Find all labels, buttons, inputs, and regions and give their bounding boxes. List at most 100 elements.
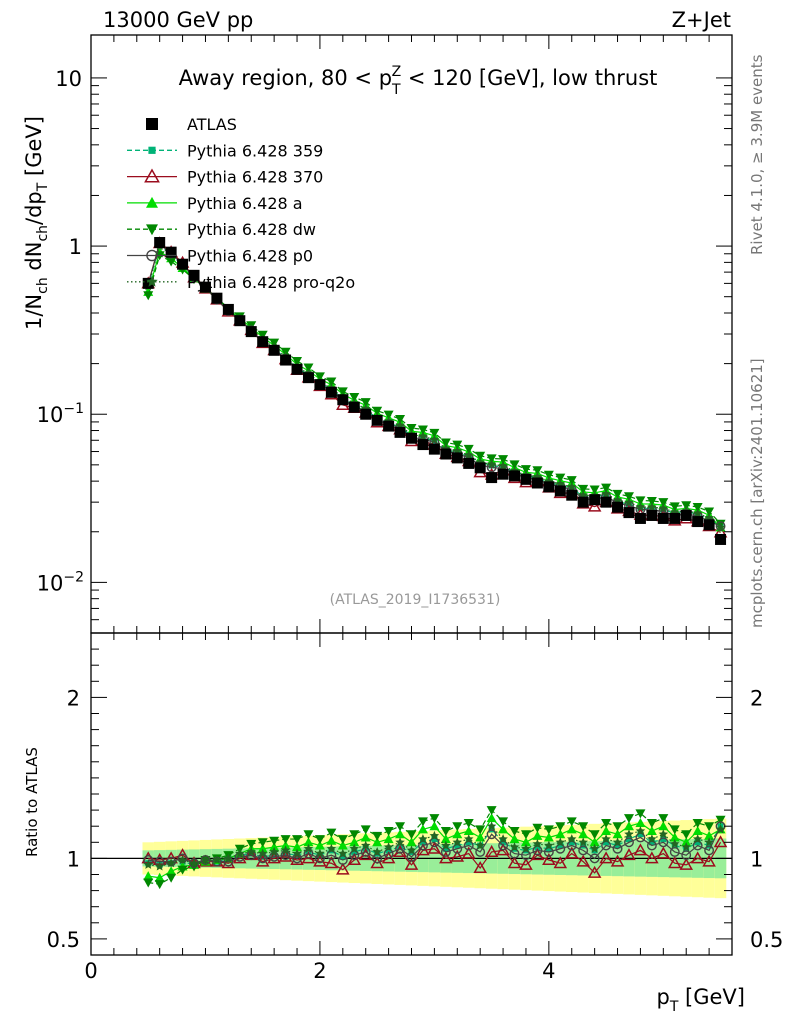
ratio-point-pythia-6-428-pro-q2o: [578, 837, 588, 847]
data-point-atlas: [589, 494, 601, 506]
data-point-atlas: [371, 414, 383, 426]
ratio-point-pythia-6-428-370: [667, 856, 682, 869]
ratio-point-pythia-6-428-dw: [269, 836, 280, 846]
data-point-pythia-6-428-pro-q2o: [464, 450, 474, 460]
ratio-point-pythia-6-428-a: [681, 837, 692, 847]
legend-item-pythia-6-428-a: Pythia 6.428 a: [127, 194, 303, 213]
data-point-pythia-6-428-pro-q2o: [658, 503, 669, 513]
ratio-point-pythia-6-428-a: [566, 824, 577, 834]
x-tick-label: 4: [542, 959, 555, 983]
ratio-point-pythia-6-428-dw: [555, 822, 566, 832]
ratio-point-pythia-6-428-a: [372, 837, 383, 847]
ratio-point-pythia-6-428-pro-q2o: [292, 848, 302, 858]
ratio-point-pythia-6-428-pro-q2o: [406, 845, 417, 855]
mcplots-reference-label: mcplots.cern.ch [arXiv:2401.10621]: [748, 358, 766, 628]
ratio-point-pythia-6-428-p0: [704, 845, 715, 856]
ratio-point-pythia-6-428-pro-q2o: [521, 843, 531, 853]
ratio-point-pythia-6-428-p0: [589, 853, 600, 864]
ratio-point-pythia-6-428-pro-q2o: [509, 842, 520, 852]
ratio-point-pythia-6-428-a: [623, 821, 634, 831]
ratio-point-pythia-6-428-dw: [292, 835, 303, 845]
ratio-point-pythia-6-428-dw: [498, 817, 509, 827]
ratio-point-pythia-6-428-p0: [669, 847, 680, 857]
data-point-pythia-6-428-pro-q2o: [635, 502, 646, 511]
x-tick-label: 2: [313, 959, 326, 983]
ratio-point-pythia-6-428-a: [417, 824, 428, 834]
ratio-point-pythia-6-428-370: [679, 857, 693, 870]
ratio-point-pythia-6-428-pro-q2o: [189, 858, 199, 868]
ratio-point-pythia-6-428-pro-q2o: [532, 838, 543, 848]
ratio-point-pythia-6-428-pro-q2o: [589, 843, 600, 853]
ratio-point-pythia-6-428-pro-q2o: [555, 837, 566, 847]
ratio-point-pythia-6-428-370: [496, 843, 510, 856]
ratio-point-pythia-6-428-370: [484, 844, 499, 857]
ratio-point-pythia-6-428-359: [648, 839, 655, 846]
ratio-point-pythia-6-428-370: [473, 861, 487, 874]
ratio-point-pythia-6-428-370: [530, 848, 545, 861]
legend-label: Pythia 6.428 dw: [187, 220, 316, 239]
ratio-point-pythia-6-428-a: [475, 832, 486, 842]
ratio-point-pythia-6-428-dw: [417, 817, 428, 827]
ratio-point-pythia-6-428-a: [498, 824, 509, 834]
ratio-point-pythia-6-428-a: [452, 829, 463, 839]
ratio-point-pythia-6-428-dw: [349, 830, 360, 840]
ratio-point-pythia-6-428-370: [290, 852, 304, 866]
ratio-point-pythia-6-428-pro-q2o: [567, 834, 577, 844]
main-plot-panel: 10 1 10−1 10−2: [37, 34, 733, 634]
data-point-pythia-6-428-dw: [704, 507, 715, 517]
ratio-point-pythia-6-428-370: [461, 846, 476, 859]
ratio-point-pythia-6-428-370: [610, 854, 625, 867]
plot-title: Away region, 80 < pTZ < 120 [GeV], low t…: [179, 64, 658, 98]
ratio-point-pythia-6-428-a: [520, 837, 531, 847]
ratio-point-pythia-6-428-a: [658, 821, 669, 831]
ratio-point-pythia-6-428-370: [587, 865, 602, 878]
ratio-point-pythia-6-428-a: [257, 843, 268, 853]
ratio-point-pythia-6-428-a: [406, 837, 417, 847]
ratio-point-pythia-6-428-359: [282, 850, 289, 857]
ratio-point-pythia-6-428-370: [324, 856, 339, 869]
data-point-atlas: [680, 509, 692, 521]
data-point-pythia-6-428-dw: [395, 415, 406, 425]
ratio-point-pythia-6-428-dw: [704, 822, 715, 832]
ratio-point-pythia-6-428-dw: [589, 830, 600, 840]
ratio-point-pythia-6-428-370: [542, 852, 556, 866]
data-point-atlas: [245, 326, 257, 338]
ratio-y-tick-label-right: 1: [750, 847, 763, 871]
legend-item-pythia-6-428-p0: Pythia 6.428 p0: [127, 247, 313, 266]
ratio-point-pythia-6-428-370: [301, 851, 316, 864]
ratio-point-pythia-6-428-pro-q2o: [601, 834, 611, 844]
data-point-atlas: [360, 408, 372, 420]
ratio-point-pythia-6-428-p0: [166, 856, 177, 867]
rivet-version-label: Rivet 4.1.0, ≥ 3.9M events: [748, 54, 766, 255]
ratio-point-pythia-6-428-dw: [154, 880, 165, 890]
data-point-pythia-6-428-dw: [337, 387, 348, 397]
ratio-point-pythia-6-428-a: [589, 837, 600, 847]
ratio-point-pythia-6-428-370: [336, 862, 350, 875]
ratio-point-pythia-6-428-pro-q2o: [704, 837, 714, 847]
ratio-point-pythia-6-428-pro-q2o: [223, 853, 234, 863]
ratio-point-pythia-6-428-pro-q2o: [349, 843, 359, 853]
ratio-series-pythia-6-428-p0: [143, 821, 726, 869]
ratio-point-pythia-6-428-dw: [406, 830, 417, 840]
data-point-atlas: [543, 481, 555, 493]
data-point-atlas: [703, 519, 715, 531]
ratio-point-pythia-6-428-a: [692, 826, 703, 836]
ratio-point-pythia-6-428-pro-q2o: [498, 834, 508, 844]
data-point-atlas: [406, 432, 417, 444]
data-point-pythia-6-428-dw: [692, 503, 703, 513]
ratio-point-pythia-6-428-pro-q2o: [257, 848, 268, 858]
data-point-atlas: [715, 533, 727, 545]
ratio-point-pythia-6-428-pro-q2o: [486, 821, 497, 831]
data-point-atlas: [451, 452, 463, 464]
ratio-point-pythia-6-428-370: [427, 841, 442, 854]
ratio-point-pythia-6-428-a: [509, 834, 520, 844]
ratio-point-pythia-6-428-p0: [658, 837, 669, 848]
legend-label: Pythia 6.428 359: [187, 141, 323, 160]
ratio-point-pythia-6-428-pro-q2o: [544, 840, 554, 850]
data-point-atlas: [669, 512, 681, 524]
data-point-pythia-6-428-dw: [601, 483, 612, 493]
ratio-point-pythia-6-428-dw: [166, 873, 177, 883]
data-point-pythia-6-428-dw: [532, 466, 543, 476]
ratio-point-pythia-6-428-pro-q2o: [269, 847, 279, 856]
